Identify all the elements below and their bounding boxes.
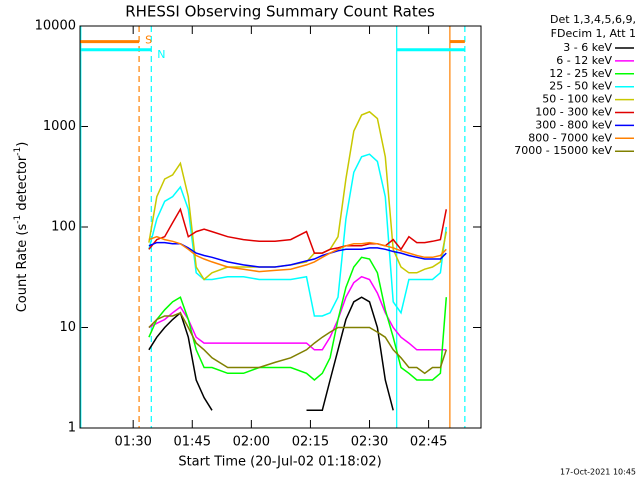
series-line (148, 235, 447, 273)
series-line (148, 275, 447, 351)
legend-label: 6 - 12 keV (556, 54, 612, 67)
series-line (148, 153, 448, 317)
x-tick-label: 02:00 (233, 435, 270, 450)
legend-label: 12 - 25 keV (549, 67, 612, 80)
legend-header: FDecim 1, Att 1 (551, 27, 636, 40)
legend-label: 100 - 300 keV (535, 106, 612, 119)
legend-label: 7000 - 15000 keV (514, 144, 612, 157)
x-tick-label: 01:30 (114, 435, 151, 450)
plot-frame (79, 25, 482, 429)
y-axis-label: Count Rate (s-1 detector-1) (13, 142, 30, 313)
y-label-part: ) (15, 142, 30, 147)
y-tick-label: 10000 (35, 19, 76, 34)
y-tick-label: 1 (68, 421, 76, 436)
y-label-sup: -1 (13, 215, 23, 224)
legend-label: 50 - 100 keV (542, 93, 612, 106)
y-tick-label: 1000 (43, 119, 76, 134)
flag-label: S (145, 34, 152, 47)
timestamp: 17-Oct-2021 10:45 (560, 468, 636, 477)
legend-label: 300 - 800 keV (535, 118, 612, 131)
series-line (148, 311, 448, 375)
legend-label: 800 - 7000 keV (528, 131, 612, 144)
x-axis-label: Start Time (20-Jul-02 01:18:02) (178, 455, 381, 470)
legend-label: 3 - 6 keV (563, 41, 612, 54)
y-label-part: Count Rate (s (15, 224, 30, 313)
series-line (148, 241, 447, 268)
y-tick-label: 10 (59, 320, 76, 335)
x-tick-label: 02:15 (292, 435, 329, 450)
y-label-sup: -1 (13, 147, 23, 156)
plot-lines (148, 110, 448, 412)
series-line (148, 256, 448, 381)
x-tick-label: 02:45 (410, 435, 447, 450)
legend-header: Det 1,3,4,5,6,9, (550, 13, 636, 26)
y-label-part: detector (15, 155, 30, 215)
y-tick-label: 100 (51, 220, 76, 235)
series-line (148, 207, 448, 254)
legend-label: 25 - 50 keV (549, 80, 612, 93)
x-tick-label: 02:30 (351, 435, 388, 450)
chart-title: RHESSI Observing Summary Count Rates (125, 3, 435, 21)
flag-label: N (157, 48, 165, 61)
x-tick-label: 01:45 (174, 435, 211, 450)
